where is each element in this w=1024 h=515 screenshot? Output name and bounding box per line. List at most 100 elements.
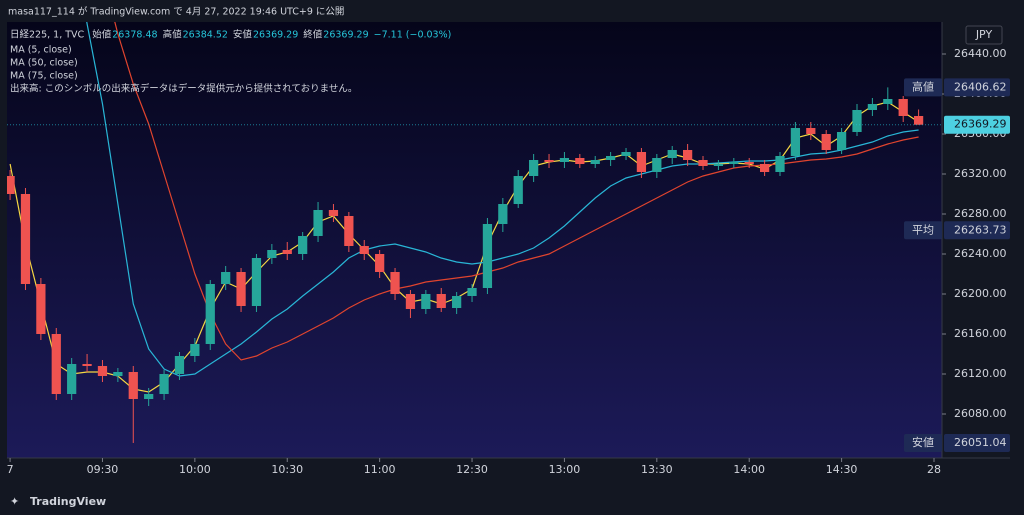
candle-body	[775, 156, 785, 172]
y-tick-label: 26320.00	[954, 167, 1007, 180]
candle-body	[375, 254, 385, 272]
x-tick-label: 7	[7, 463, 14, 476]
candle-body	[436, 294, 446, 308]
candle-body	[544, 160, 554, 162]
x-tick-label: 13:30	[641, 463, 673, 476]
candle-body	[682, 150, 693, 160]
candle-body	[867, 104, 878, 110]
price-marker-tag	[904, 78, 942, 97]
candle-body	[559, 158, 570, 162]
candle-body	[190, 344, 200, 356]
indicator-label: MA (5, close)	[10, 45, 72, 56]
candle-body	[298, 236, 308, 254]
candle-body	[513, 176, 523, 204]
price-marker-box	[944, 78, 1010, 97]
ohlc-label: 安値	[233, 29, 253, 41]
y-tick-label: 26440.00	[954, 47, 1007, 60]
candle-body	[174, 356, 185, 374]
ohlc-value: 26384.52	[183, 30, 228, 41]
last-price-label: 26369.29	[954, 118, 1007, 131]
ohlc-value: 26378.48	[112, 30, 157, 41]
candle-body	[313, 210, 323, 236]
candle-body	[498, 204, 508, 224]
candle-body	[20, 194, 31, 284]
candle-body	[159, 374, 169, 394]
candle-body	[667, 150, 677, 158]
ohlc-value: 26369.29	[323, 30, 368, 41]
overlay: 日経225, 1, TVC 始値 26378.48 高値 26384.52 安値 26369…	[7, 29, 1010, 476]
candle-body	[359, 246, 369, 254]
candle-body	[467, 288, 477, 296]
x-tick-label: 12:30	[456, 463, 488, 476]
candle-body	[836, 132, 847, 150]
candle-body	[883, 99, 893, 104]
ohlc-value: 26369.29	[253, 30, 298, 41]
candle-body	[652, 158, 662, 172]
price-marker-box	[944, 433, 1010, 452]
x-tick-label: 10:00	[179, 463, 211, 476]
currency-label[interactable]: JPY	[975, 28, 993, 41]
y-tick-label: 26080.00	[954, 407, 1007, 420]
price-marker-label: 高値	[912, 79, 934, 93]
x-tick-label: 13:00	[549, 463, 581, 476]
plot	[7, 22, 924, 443]
candle-body	[390, 272, 400, 294]
price-marker-tag	[904, 221, 942, 240]
candle-body	[913, 116, 924, 125]
ohlc-label: 始値	[92, 29, 112, 41]
candle-body	[251, 258, 262, 306]
candle-body	[698, 160, 708, 166]
ohlc-label: 高値	[163, 29, 183, 41]
candle-body	[744, 162, 754, 164]
price-marker-label: 平均	[912, 223, 934, 236]
price-marker-label: 安値	[912, 435, 934, 449]
candle-body	[82, 364, 92, 366]
candle-body	[205, 284, 215, 344]
candle-body	[51, 334, 61, 394]
candle-body	[529, 160, 539, 176]
footer-logo: ✦	[10, 495, 19, 508]
price-marker-value: 26051.04	[954, 436, 1007, 449]
candle-body	[344, 216, 354, 246]
candle-body	[144, 394, 154, 399]
last-price-box	[944, 115, 1010, 134]
price-marker-tag	[904, 433, 942, 452]
candle-body	[421, 294, 431, 309]
legend-symbol: 日経225, 1, TVC	[10, 29, 85, 41]
candle-body	[575, 158, 585, 164]
x-tick-label: 14:30	[826, 463, 858, 476]
candle-body	[67, 364, 77, 394]
candle-body	[405, 294, 416, 309]
y-tick-label: 26200.00	[954, 287, 1007, 300]
candle-body	[36, 284, 46, 334]
y-tick-label: 26120.00	[954, 367, 1007, 380]
x-tick-label: 09:30	[87, 463, 119, 476]
x-tick-label: 14:00	[733, 463, 765, 476]
price-marker-value: 26263.73	[954, 223, 1007, 236]
footer-brand: TradingView	[30, 495, 106, 508]
ohlc-label: 終値	[303, 29, 323, 41]
candle-body	[898, 99, 908, 116]
indicator-label: MA (75, close)	[10, 71, 78, 82]
currency-button[interactable]	[965, 25, 1003, 45]
candle-body	[113, 372, 123, 376]
candle-body	[806, 128, 816, 134]
candle-body	[221, 272, 231, 284]
x-tick-label: 10:30	[271, 463, 303, 476]
candle-body	[621, 152, 631, 156]
candle-body	[606, 156, 616, 160]
candle-body	[729, 162, 739, 164]
candle-body	[821, 134, 831, 150]
candle-body	[328, 210, 339, 216]
candle-body	[590, 160, 600, 164]
candle-body	[267, 250, 277, 258]
change: −7.11 (−0.03%)	[374, 30, 452, 41]
published-note: masa117_114 が TradingView.com で 4月 27, 2…	[8, 6, 344, 18]
candle-body	[7, 176, 15, 194]
x-tick-label: 28	[927, 463, 941, 476]
candle-body	[482, 224, 493, 288]
candle-body	[713, 164, 724, 166]
candle-body	[282, 250, 292, 254]
